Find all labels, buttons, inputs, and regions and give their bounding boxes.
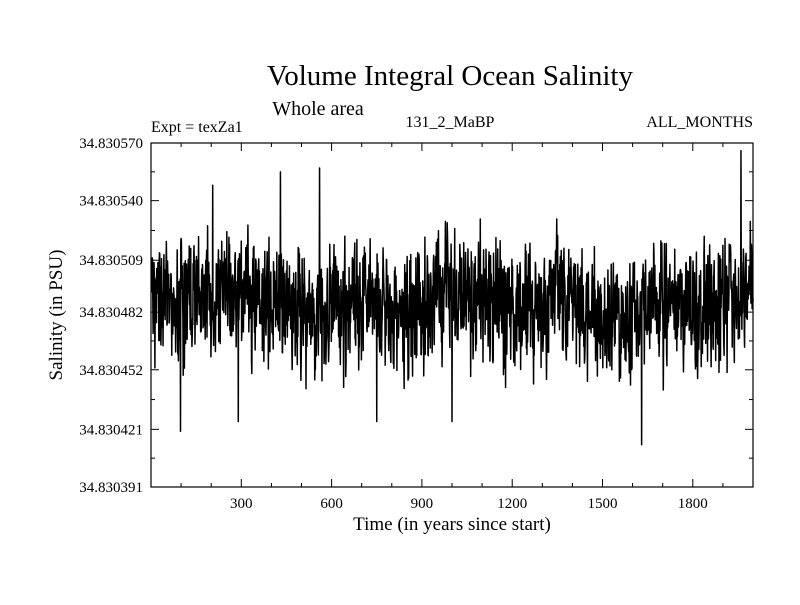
y-tick-label: 34.830570 bbox=[79, 136, 143, 152]
y-tick-label: 34.830540 bbox=[79, 194, 143, 210]
salinity-series-line bbox=[150, 149, 754, 446]
y-tick-label: 34.830391 bbox=[79, 480, 143, 496]
x-tick-label: 900 bbox=[411, 496, 434, 512]
y-axis-label: Salinity (in PSU) bbox=[46, 250, 67, 381]
period-label: 131_2_MaBP bbox=[406, 114, 495, 131]
experiment-label: Expt = texZa1 bbox=[151, 119, 243, 136]
x-tick-label: 1200 bbox=[497, 496, 527, 512]
chart-title: Volume Integral Ocean Salinity bbox=[267, 60, 633, 92]
y-tick-label: 34.830482 bbox=[79, 305, 143, 321]
x-tick-label: 1500 bbox=[588, 496, 618, 512]
y-axis: 34.830391 34.830421 34.830452 34.830482 34.8… bbox=[79, 136, 753, 496]
y-tick-label: 34.830509 bbox=[79, 253, 143, 269]
x-axis: 300 600 900 1200 1500 1800 bbox=[180, 143, 724, 512]
y-tick-label: 34.830452 bbox=[79, 363, 143, 379]
data-series-layer bbox=[150, 149, 754, 446]
x-tick-label: 1800 bbox=[678, 496, 708, 512]
y-tick-label: 34.830421 bbox=[79, 422, 143, 438]
x-tick-label: 300 bbox=[230, 496, 253, 512]
x-tick-label: 600 bbox=[320, 496, 343, 512]
months-label: ALL_MONTHS bbox=[646, 114, 753, 131]
x-axis-label: Time (in years since start) bbox=[353, 514, 551, 535]
chart-subtitle: Whole area bbox=[272, 98, 364, 120]
